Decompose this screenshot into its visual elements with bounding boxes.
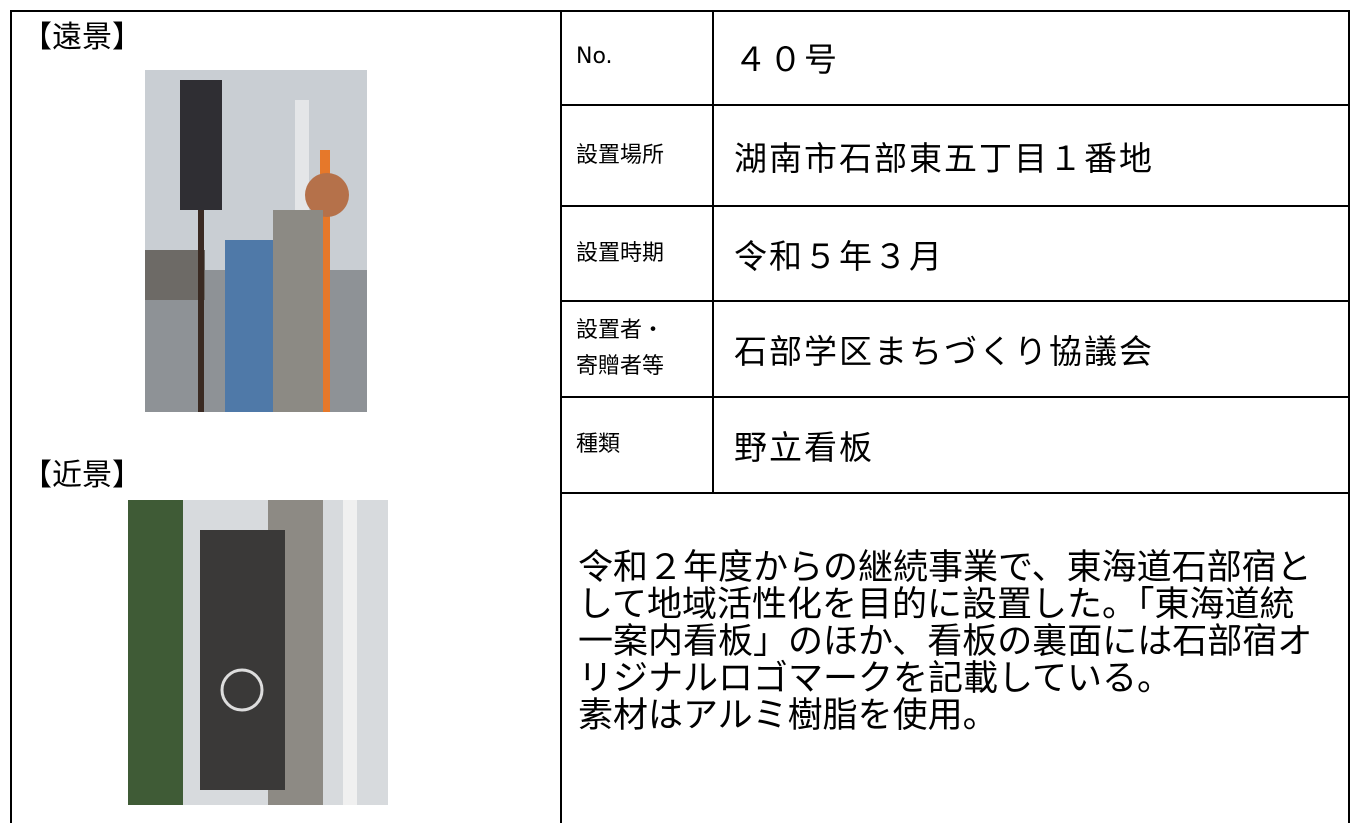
description-line: 令和２年度からの継続事業で、東海道石部宿と [578, 548, 1312, 588]
row: 設置者・寄贈者等 石部学区まちづくり協議会 [562, 302, 1350, 398]
far-photo [145, 70, 367, 412]
description-line: リジナルロゴマークを記載している。 [578, 659, 1172, 699]
label: 設置場所 [576, 142, 665, 168]
label: No. [576, 44, 613, 69]
description-line: 一案内看板」のほか、看板の裏面には石部宿オ [578, 622, 1313, 662]
photo-column: 【遠景】 【近景】 [12, 12, 560, 823]
value: 野立看板 [734, 428, 874, 467]
near-photo [128, 500, 388, 805]
label-cell: 設置場所 [562, 106, 714, 205]
value: 湖南市石部東五丁目１番地 [734, 138, 1154, 178]
value: ４０号 [734, 40, 839, 79]
label-cell: No. [562, 10, 714, 104]
description: 令和２年度からの継続事業で、東海道石部宿と して地域活性化を目的に設置した。「東海… [562, 550, 1350, 735]
value: 令和５年３月 [734, 236, 944, 276]
label: 設置者・寄贈者等 [576, 318, 665, 379]
info-table: No. ４０号 設置場所 湖南市石部東五丁目１番地 設置時期 令和５年３月 設置者・寄… [560, 10, 1350, 823]
description-line: して地域活性化を目的に設置した。「東海道統 [578, 585, 1295, 625]
row: 設置時期 令和５年３月 [562, 207, 1350, 302]
row: 種類 野立看板 [562, 398, 1350, 494]
value: 石部学区まちづくり協議会 [734, 332, 1154, 371]
label: 種類 [576, 432, 621, 457]
label-cell: 設置時期 [562, 207, 714, 300]
near-label: 【近景】 [22, 458, 142, 493]
label-cell: 種類 [562, 398, 714, 492]
row: 設置場所 湖南市石部東五丁目１番地 [562, 106, 1350, 207]
far-label: 【遠景】 [22, 20, 142, 55]
frame [10, 10, 1350, 823]
row: No. ４０号 [562, 10, 1350, 106]
description-line: 素材はアルミ樹脂を使用。 [578, 696, 998, 736]
label-cell: 設置者・寄贈者等 [562, 302, 714, 396]
label: 設置時期 [576, 240, 665, 266]
